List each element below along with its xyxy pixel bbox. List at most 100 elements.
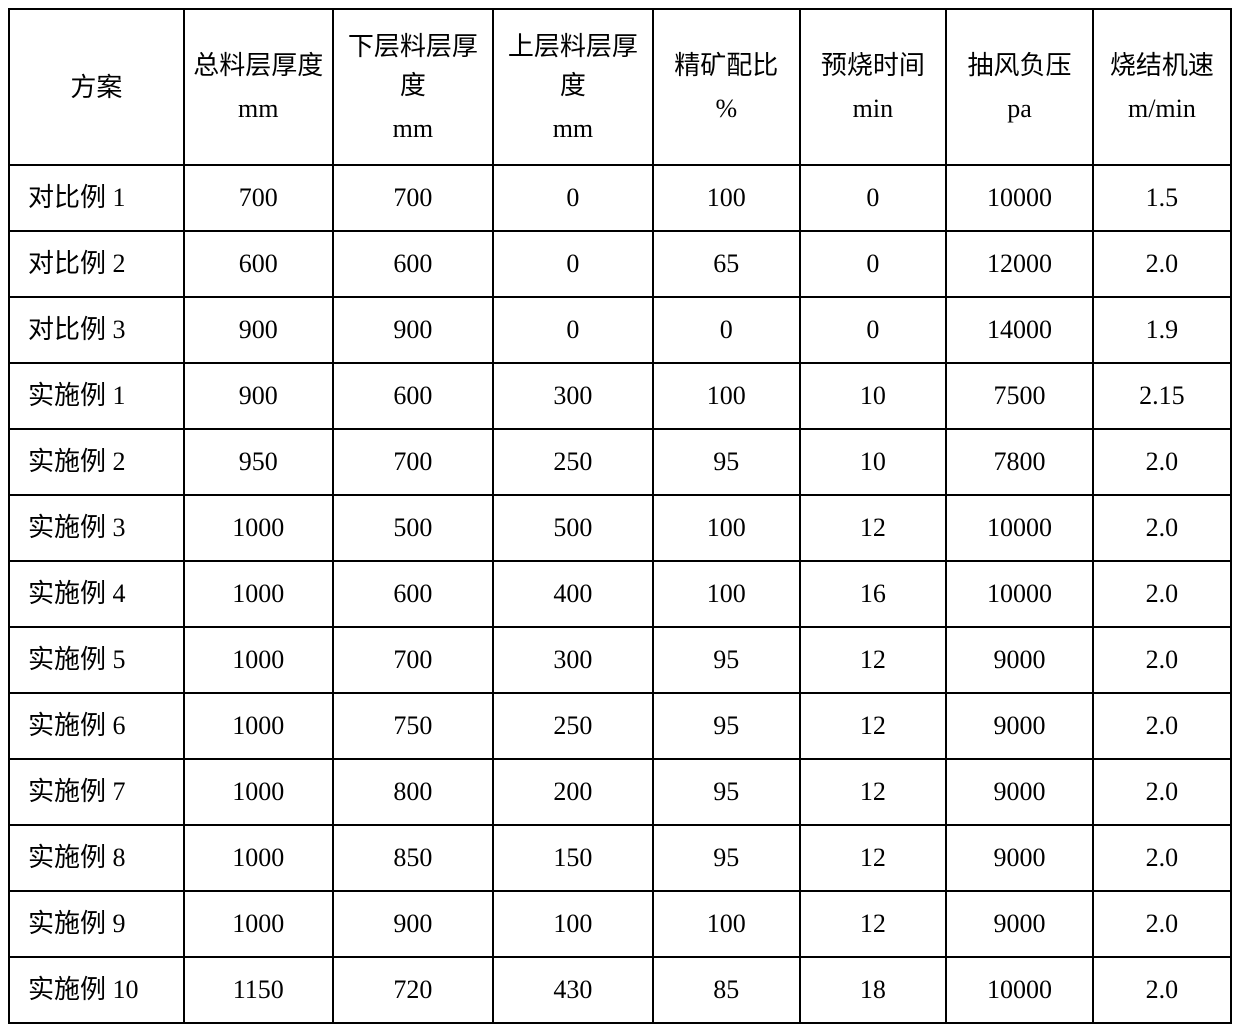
table-cell: 700 [333, 165, 493, 231]
table-cell: 250 [493, 429, 653, 495]
table-cell: 12 [800, 495, 947, 561]
row-label: 实施例 5 [9, 627, 184, 693]
table-cell: 12 [800, 627, 947, 693]
table-cell: 95 [653, 825, 800, 891]
row-label: 实施例 9 [9, 891, 184, 957]
table-cell: 800 [333, 759, 493, 825]
table-cell: 100 [493, 891, 653, 957]
column-label: 精矿配比 [674, 46, 778, 85]
table-cell: 0 [493, 231, 653, 297]
table-cell: 2.0 [1093, 561, 1231, 627]
column-header-scheme: 方案 [9, 9, 184, 165]
table-cell: 2.0 [1093, 825, 1231, 891]
table-cell: 95 [653, 627, 800, 693]
table-cell: 16 [800, 561, 947, 627]
table-row: 实施例 1 900 600 300 100 10 7500 2.15 [9, 363, 1231, 429]
table-cell: 1000 [184, 495, 333, 561]
table-cell: 10000 [946, 165, 1093, 231]
row-label: 对比例 3 [9, 297, 184, 363]
column-label: 预烧时间 [821, 46, 925, 85]
table-cell: 900 [184, 363, 333, 429]
table-cell: 12 [800, 891, 947, 957]
row-label: 实施例 7 [9, 759, 184, 825]
table-cell: 12000 [946, 231, 1093, 297]
table-cell: 7500 [946, 363, 1093, 429]
table-cell: 2.0 [1093, 957, 1231, 1023]
table-row: 对比例 1 700 700 0 100 0 10000 1.5 [9, 165, 1231, 231]
table-cell: 12 [800, 825, 947, 891]
row-label: 对比例 1 [9, 165, 184, 231]
column-label: 抽风负压 [968, 46, 1072, 85]
table-cell: 1000 [184, 561, 333, 627]
table-cell: 2.0 [1093, 429, 1231, 495]
table-cell: 95 [653, 429, 800, 495]
column-label: 烧结机速 [1110, 46, 1214, 85]
table-cell: 1000 [184, 759, 333, 825]
table-cell: 500 [493, 495, 653, 561]
column-unit: m/min [1128, 89, 1196, 128]
table-cell: 95 [653, 693, 800, 759]
data-table: 方案 总料层厚度 mm 下层料层厚度 mm 上层料层厚度 mm [8, 8, 1232, 1024]
table-cell: 900 [184, 297, 333, 363]
table-row: 实施例 4 1000 600 400 100 16 10000 2.0 [9, 561, 1231, 627]
table-row: 实施例 3 1000 500 500 100 12 10000 2.0 [9, 495, 1231, 561]
table-cell: 9000 [946, 825, 1093, 891]
table-row: 实施例 2 950 700 250 95 10 7800 2.0 [9, 429, 1231, 495]
table-cell: 1.9 [1093, 297, 1231, 363]
column-unit: min [853, 89, 893, 128]
table-cell: 10 [800, 429, 947, 495]
table-cell: 100 [653, 165, 800, 231]
table-row: 对比例 3 900 900 0 0 0 14000 1.9 [9, 297, 1231, 363]
table-cell: 1000 [184, 693, 333, 759]
column-header-presinter-time: 预烧时间 min [800, 9, 947, 165]
table-cell: 100 [653, 363, 800, 429]
table-cell: 10000 [946, 561, 1093, 627]
column-label: 上层料层厚度 [498, 27, 648, 105]
table-cell: 0 [800, 165, 947, 231]
table-row: 实施例 7 1000 800 200 95 12 9000 2.0 [9, 759, 1231, 825]
table-cell: 9000 [946, 693, 1093, 759]
column-unit: mm [238, 89, 278, 128]
table-cell: 100 [653, 891, 800, 957]
table-cell: 300 [493, 363, 653, 429]
table-cell: 2.0 [1093, 231, 1231, 297]
column-label: 方案 [70, 68, 122, 107]
table-cell: 65 [653, 231, 800, 297]
column-header-upper-thickness: 上层料层厚度 mm [493, 9, 653, 165]
table-cell: 850 [333, 825, 493, 891]
table-cell: 18 [800, 957, 947, 1023]
table-cell: 2.0 [1093, 693, 1231, 759]
table-cell: 2.15 [1093, 363, 1231, 429]
table-cell: 430 [493, 957, 653, 1023]
table-cell: 900 [333, 297, 493, 363]
table-cell: 600 [333, 561, 493, 627]
table-body: 对比例 1 700 700 0 100 0 10000 1.5 对比例 2 60… [9, 165, 1231, 1023]
table-row: 实施例 6 1000 750 250 95 12 9000 2.0 [9, 693, 1231, 759]
column-header-concentrate-ratio: 精矿配比 % [653, 9, 800, 165]
table-cell: 10 [800, 363, 947, 429]
row-label: 实施例 10 [9, 957, 184, 1023]
column-label: 下层料层厚度 [338, 27, 488, 105]
table-cell: 95 [653, 759, 800, 825]
table-cell: 12 [800, 693, 947, 759]
table-cell: 100 [653, 561, 800, 627]
table-cell: 9000 [946, 759, 1093, 825]
row-label: 对比例 2 [9, 231, 184, 297]
table-cell: 2.0 [1093, 891, 1231, 957]
column-unit: % [715, 89, 737, 128]
table-cell: 600 [333, 363, 493, 429]
table-cell: 0 [493, 297, 653, 363]
table-row: 实施例 5 1000 700 300 95 12 9000 2.0 [9, 627, 1231, 693]
row-label: 实施例 4 [9, 561, 184, 627]
table-cell: 500 [333, 495, 493, 561]
table-cell: 85 [653, 957, 800, 1023]
row-label: 实施例 1 [9, 363, 184, 429]
column-header-negative-pressure: 抽风负压 pa [946, 9, 1093, 165]
table-cell: 2.0 [1093, 759, 1231, 825]
table-cell: 1150 [184, 957, 333, 1023]
table-cell: 720 [333, 957, 493, 1023]
column-unit: mm [393, 109, 433, 148]
table-cell: 700 [333, 627, 493, 693]
table-cell: 14000 [946, 297, 1093, 363]
table-cell: 1000 [184, 627, 333, 693]
